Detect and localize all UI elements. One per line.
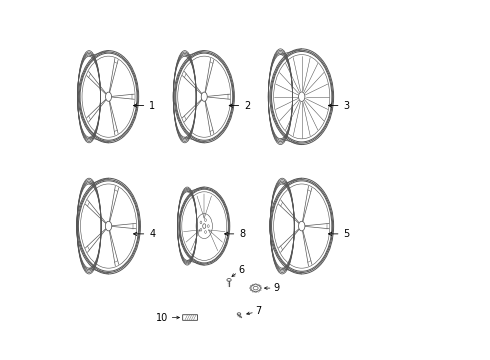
Ellipse shape bbox=[201, 92, 207, 101]
Ellipse shape bbox=[298, 221, 305, 231]
Ellipse shape bbox=[105, 221, 112, 231]
Text: 8: 8 bbox=[239, 229, 245, 239]
Text: 7: 7 bbox=[256, 306, 262, 316]
Ellipse shape bbox=[260, 288, 262, 289]
Text: 6: 6 bbox=[239, 265, 245, 275]
Ellipse shape bbox=[205, 231, 206, 233]
Ellipse shape bbox=[255, 284, 257, 285]
Ellipse shape bbox=[203, 224, 206, 228]
Ellipse shape bbox=[257, 284, 259, 285]
Ellipse shape bbox=[250, 289, 252, 291]
Text: 10: 10 bbox=[156, 312, 168, 323]
Text: 4: 4 bbox=[149, 229, 155, 239]
Ellipse shape bbox=[259, 285, 261, 287]
Ellipse shape bbox=[200, 228, 202, 231]
Ellipse shape bbox=[252, 291, 254, 292]
Ellipse shape bbox=[255, 291, 257, 293]
Text: 3: 3 bbox=[343, 100, 350, 111]
Ellipse shape bbox=[249, 288, 251, 289]
Ellipse shape bbox=[207, 225, 209, 228]
Ellipse shape bbox=[252, 284, 254, 285]
Ellipse shape bbox=[205, 219, 206, 221]
Text: 2: 2 bbox=[245, 100, 250, 111]
Text: 9: 9 bbox=[273, 283, 279, 293]
Ellipse shape bbox=[105, 92, 112, 101]
Ellipse shape bbox=[250, 285, 252, 287]
Ellipse shape bbox=[257, 291, 259, 292]
Ellipse shape bbox=[259, 289, 261, 291]
Ellipse shape bbox=[200, 221, 202, 224]
Ellipse shape bbox=[298, 92, 305, 102]
Text: 1: 1 bbox=[149, 100, 155, 111]
Text: 5: 5 bbox=[343, 229, 350, 239]
